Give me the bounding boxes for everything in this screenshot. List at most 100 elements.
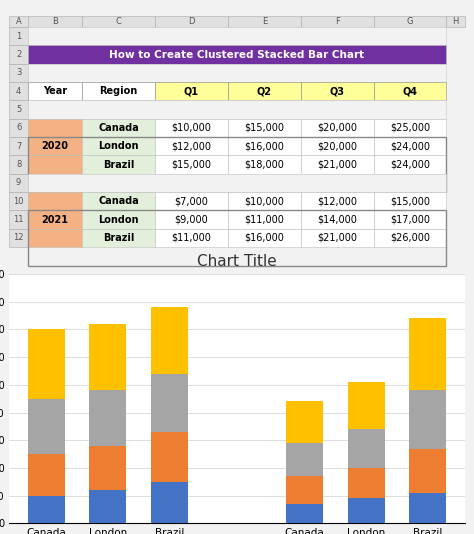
FancyBboxPatch shape [155, 155, 228, 174]
Text: $16,000: $16,000 [245, 233, 284, 243]
FancyBboxPatch shape [9, 174, 27, 192]
FancyBboxPatch shape [27, 100, 447, 119]
FancyBboxPatch shape [301, 16, 374, 27]
FancyBboxPatch shape [27, 64, 447, 82]
Bar [409, 449, 446, 493]
Text: 2020: 2020 [42, 142, 68, 151]
Text: Canada: Canada [98, 123, 139, 133]
Text: 5: 5 [16, 105, 21, 114]
Bar [151, 307, 188, 374]
FancyBboxPatch shape [82, 229, 155, 247]
FancyBboxPatch shape [27, 174, 447, 192]
FancyBboxPatch shape [228, 16, 301, 27]
Bar [28, 329, 65, 399]
FancyBboxPatch shape [9, 64, 27, 82]
Text: $11,000: $11,000 [172, 233, 211, 243]
FancyBboxPatch shape [82, 192, 155, 210]
FancyBboxPatch shape [155, 210, 228, 229]
FancyBboxPatch shape [27, 82, 82, 100]
Text: London: London [99, 215, 139, 225]
FancyBboxPatch shape [27, 27, 447, 45]
Text: Brazil: Brazil [103, 233, 134, 243]
FancyBboxPatch shape [374, 155, 447, 174]
Text: How to Create Clustered Stacked Bar Chart: How to Create Clustered Stacked Bar Char… [109, 50, 365, 60]
Text: $15,000: $15,000 [244, 123, 284, 133]
FancyBboxPatch shape [228, 119, 301, 137]
FancyBboxPatch shape [155, 137, 228, 155]
Bar [348, 382, 384, 429]
FancyBboxPatch shape [9, 119, 27, 137]
Bar [348, 498, 384, 523]
Bar [90, 490, 126, 523]
FancyBboxPatch shape [27, 119, 82, 137]
FancyBboxPatch shape [228, 210, 301, 229]
FancyBboxPatch shape [9, 16, 27, 27]
FancyBboxPatch shape [301, 119, 374, 137]
Bar [151, 482, 188, 523]
FancyBboxPatch shape [82, 82, 155, 100]
FancyBboxPatch shape [447, 16, 465, 27]
FancyBboxPatch shape [9, 155, 27, 174]
FancyBboxPatch shape [82, 16, 155, 27]
Text: Brazil: Brazil [103, 160, 134, 170]
FancyBboxPatch shape [228, 137, 301, 155]
Text: Q1: Q1 [184, 86, 199, 96]
FancyBboxPatch shape [374, 119, 447, 137]
FancyBboxPatch shape [9, 45, 27, 64]
Text: 6: 6 [16, 123, 21, 132]
Text: 1: 1 [16, 32, 21, 41]
Text: Region: Region [100, 86, 138, 96]
FancyBboxPatch shape [155, 229, 228, 247]
FancyBboxPatch shape [27, 45, 447, 64]
Text: 2: 2 [16, 50, 21, 59]
Text: 8: 8 [16, 160, 21, 169]
Text: Q3: Q3 [329, 86, 345, 96]
FancyBboxPatch shape [9, 82, 27, 100]
FancyBboxPatch shape [9, 100, 27, 119]
Text: 7: 7 [16, 142, 21, 151]
Bar [28, 454, 65, 496]
Text: $15,000: $15,000 [172, 160, 211, 170]
Text: $25,000: $25,000 [390, 123, 430, 133]
FancyBboxPatch shape [155, 192, 228, 210]
FancyBboxPatch shape [9, 192, 27, 210]
FancyBboxPatch shape [228, 229, 301, 247]
Text: $12,000: $12,000 [317, 197, 357, 206]
FancyBboxPatch shape [9, 210, 27, 229]
Bar [151, 432, 188, 482]
Bar [409, 390, 446, 449]
FancyBboxPatch shape [228, 82, 301, 100]
Bar [90, 390, 126, 446]
FancyBboxPatch shape [301, 229, 374, 247]
FancyBboxPatch shape [82, 155, 155, 174]
Text: $15,000: $15,000 [390, 197, 430, 206]
Text: $12,000: $12,000 [172, 142, 211, 151]
FancyBboxPatch shape [301, 210, 374, 229]
Text: Canada: Canada [98, 197, 139, 206]
Text: $9,000: $9,000 [174, 215, 209, 225]
Text: E: E [262, 17, 267, 26]
Text: $17,000: $17,000 [390, 215, 430, 225]
FancyBboxPatch shape [155, 119, 228, 137]
Text: G: G [407, 17, 413, 26]
Text: $11,000: $11,000 [245, 215, 284, 225]
FancyBboxPatch shape [374, 229, 447, 247]
Text: Q4: Q4 [402, 86, 418, 96]
FancyBboxPatch shape [82, 137, 155, 155]
FancyBboxPatch shape [9, 27, 27, 45]
Bar [348, 468, 384, 498]
FancyBboxPatch shape [155, 16, 228, 27]
FancyBboxPatch shape [9, 229, 27, 247]
FancyBboxPatch shape [301, 192, 374, 210]
FancyBboxPatch shape [27, 210, 82, 229]
Text: 11: 11 [13, 215, 24, 224]
Text: H: H [452, 17, 459, 26]
FancyBboxPatch shape [301, 137, 374, 155]
Text: D: D [188, 17, 195, 26]
Text: London: London [99, 142, 139, 151]
Bar [28, 399, 65, 454]
Text: $10,000: $10,000 [245, 197, 284, 206]
FancyBboxPatch shape [27, 155, 82, 174]
Bar [348, 429, 384, 468]
Text: Year: Year [43, 86, 67, 96]
